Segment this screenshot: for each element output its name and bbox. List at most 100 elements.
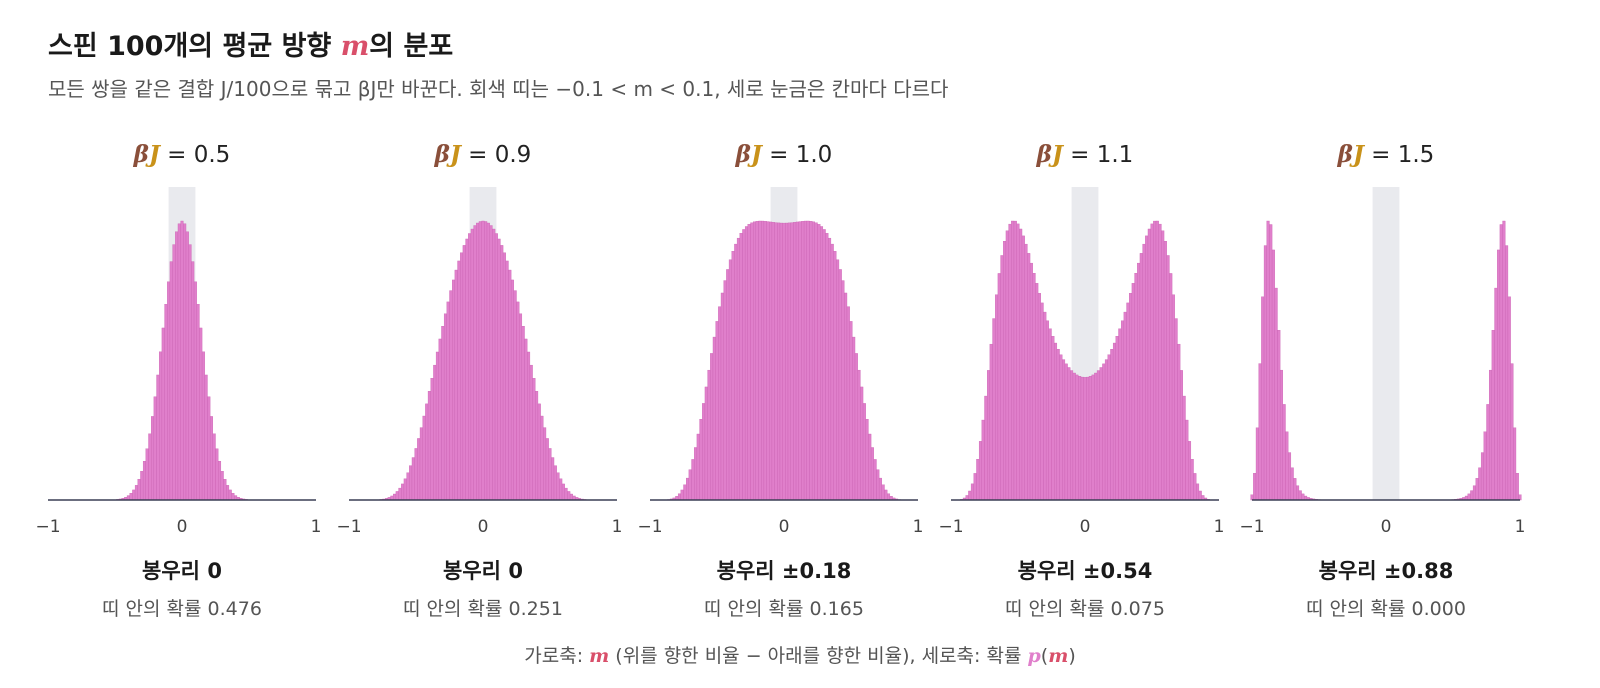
bar [1067,367,1071,501]
bar [403,478,407,501]
bar [1298,490,1302,501]
bar [1137,262,1141,501]
bar [801,221,805,501]
bar [731,251,735,501]
bar [411,457,415,501]
bar [414,448,418,501]
band-probability-label: 띠 안의 확률 0.165 [704,598,864,620]
bar [553,465,557,501]
x-tick-label: 1 [311,517,322,537]
bar [779,222,783,501]
bar [486,222,490,501]
bar [1016,223,1020,501]
bar [1043,311,1047,501]
bar [1489,369,1493,501]
bar [1070,370,1074,501]
bar [870,447,874,501]
caption-m-symbol-2: m [1048,645,1068,667]
bar [1499,224,1503,501]
bar [739,233,743,501]
bar [838,269,842,501]
bar [833,251,837,501]
J-symbol: J [1048,141,1065,168]
histogram-bars [667,220,901,501]
bar [710,353,714,501]
bar [441,326,445,501]
peak-label: 봉우리 0 [142,559,222,583]
bar [1486,404,1490,501]
bar [1515,473,1519,501]
x-tick-label: 0 [1381,517,1392,537]
bar [465,238,469,501]
bar [1032,273,1036,501]
bar [470,228,474,501]
histogram-bars [379,220,587,501]
bar [761,220,765,501]
bar [734,243,738,501]
bar [884,489,888,501]
bar [513,290,517,501]
bar [763,221,767,501]
x-tick-label: 0 [177,517,188,537]
bar [1027,253,1031,501]
bar [1301,493,1305,501]
bar [997,273,1001,501]
bar [564,487,568,501]
bar [425,403,429,501]
bar [970,483,974,501]
bar [1064,363,1068,501]
bar [1491,330,1495,501]
bar [728,259,732,501]
beta-symbol: β [133,141,149,168]
caption-m-symbol: m [589,645,609,667]
bar [1000,255,1004,501]
bar [995,294,999,501]
bar [1024,243,1028,501]
bar [1185,419,1189,501]
bar [755,221,759,501]
bar [406,472,410,501]
bar [1277,330,1281,501]
bar [1193,473,1197,501]
bar [1139,253,1143,501]
bar [481,220,485,501]
panel-title: βJ = 0.9 [434,141,532,168]
x-tick-label: −1 [1239,517,1264,537]
bar [180,220,184,501]
bar [172,244,176,501]
bar [1078,376,1082,501]
x-tick-label: 1 [913,517,924,537]
bar [857,369,861,501]
bar [449,290,453,501]
bar [521,326,525,501]
bar [134,485,138,501]
bar [159,351,163,501]
bar [704,386,708,501]
bar [209,416,213,501]
bar [220,471,224,501]
bar [161,327,165,501]
bar [1510,363,1514,501]
bar [446,301,450,501]
bar [1196,483,1200,501]
bar [1005,230,1009,501]
bar [1145,235,1149,501]
bar [683,484,687,501]
bar [177,223,181,501]
bar [1147,228,1151,501]
bar [742,229,746,501]
peak-label: 봉우리 ±0.18 [717,559,852,583]
bar [707,369,711,501]
bar [981,419,985,501]
bar [686,477,690,501]
bar [1129,293,1133,501]
panel-value: = 1.5 [1364,142,1434,168]
caption-p-symbol: p [1027,645,1041,667]
bar [817,224,821,501]
bar [1029,262,1033,501]
bar [129,493,133,501]
beta-symbol: β [735,141,751,168]
bar [828,237,832,501]
bar [223,479,227,501]
